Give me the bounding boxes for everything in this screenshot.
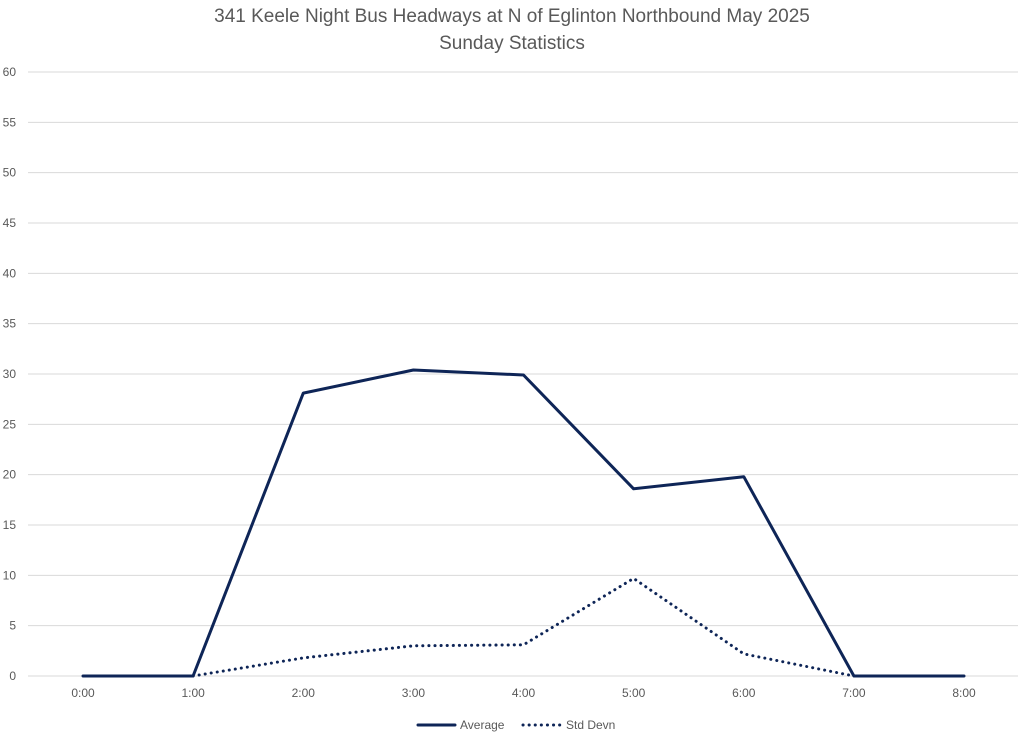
y-tick-label: 25 bbox=[3, 417, 17, 431]
y-tick-label: 10 bbox=[3, 568, 17, 582]
x-tick-label: 7:00 bbox=[842, 686, 866, 700]
y-tick-label: 15 bbox=[3, 518, 17, 532]
y-tick-label: 60 bbox=[3, 65, 17, 79]
legend-label: Average bbox=[460, 718, 505, 732]
y-tick-label: 0 bbox=[9, 669, 16, 683]
y-axis-ticks: 0 5 10 15 20 25 30 35 40 45 50 55 60 bbox=[3, 65, 17, 683]
x-tick-label: 1:00 bbox=[181, 686, 205, 700]
y-tick-label: 50 bbox=[3, 166, 17, 180]
y-tick-label: 35 bbox=[3, 317, 17, 331]
chart-subtitle: Sunday Statistics bbox=[439, 33, 585, 54]
chart-title: 341 Keele Night Bus Headways at N of Egl… bbox=[214, 6, 810, 27]
x-tick-label: 0:00 bbox=[71, 686, 95, 700]
series-line-average bbox=[83, 370, 964, 676]
series-layer bbox=[83, 370, 964, 676]
legend-label: Std Devn bbox=[566, 718, 615, 732]
y-tick-label: 30 bbox=[3, 367, 17, 381]
x-tick-label: 3:00 bbox=[402, 686, 426, 700]
y-tick-label: 55 bbox=[3, 115, 17, 129]
y-tick-label: 40 bbox=[3, 266, 17, 280]
x-tick-label: 6:00 bbox=[732, 686, 756, 700]
x-axis-ticks: 0:00 1:00 2:00 3:00 4:00 5:00 6:00 7:00 8:00 bbox=[71, 686, 976, 700]
x-tick-label: 4:00 bbox=[512, 686, 536, 700]
x-tick-label: 5:00 bbox=[622, 686, 646, 700]
y-tick-label: 20 bbox=[3, 468, 17, 482]
y-tick-label: 45 bbox=[3, 216, 17, 230]
series-line-std-devn bbox=[193, 578, 854, 676]
legend: Average Std Devn bbox=[418, 718, 615, 732]
y-tick-label: 5 bbox=[9, 619, 16, 633]
x-tick-label: 8:00 bbox=[952, 686, 976, 700]
x-tick-label: 2:00 bbox=[292, 686, 316, 700]
